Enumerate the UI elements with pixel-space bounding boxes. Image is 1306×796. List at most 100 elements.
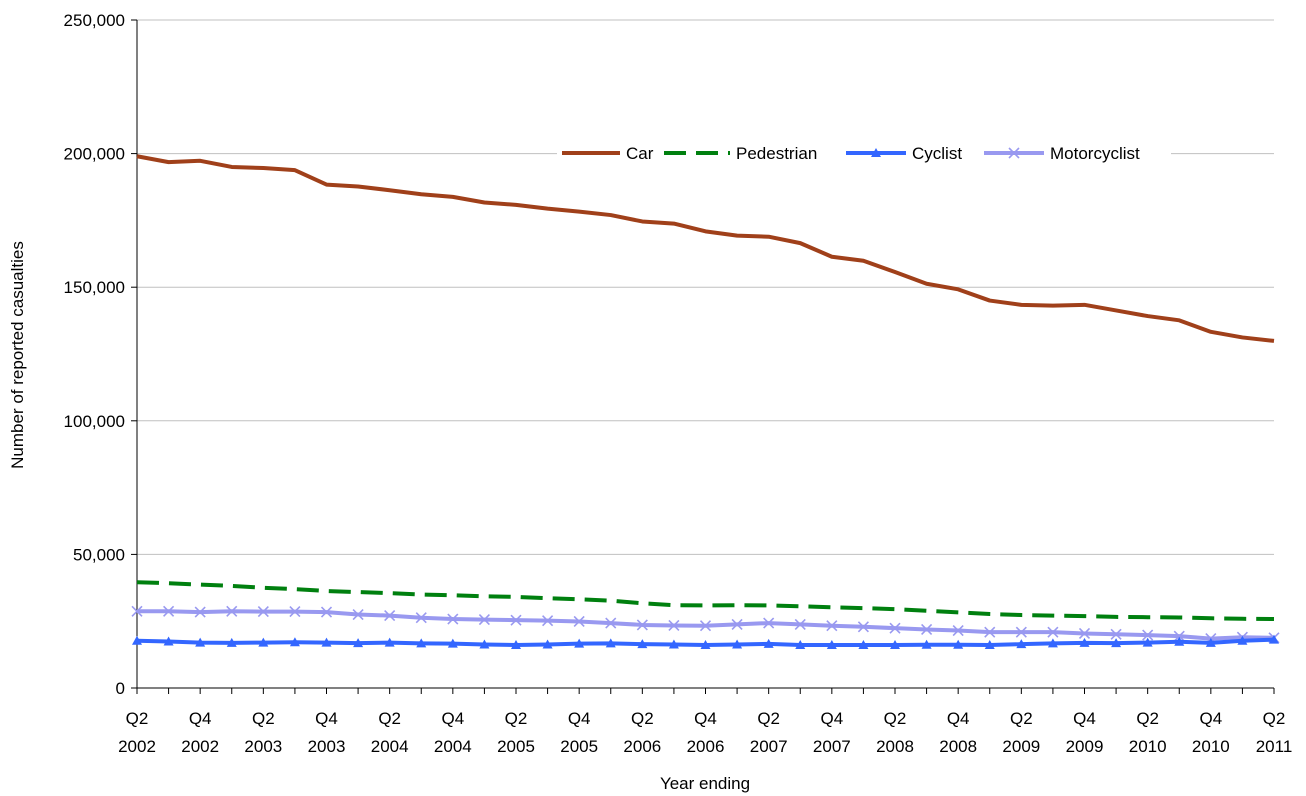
legend-label: Car [626, 144, 654, 163]
point-motorcyclist [699, 620, 712, 632]
point-motorcyclist [1142, 629, 1154, 641]
point-motorcyclist [447, 613, 459, 625]
x-tick-label-quarter: Q2 [1010, 709, 1033, 728]
series-line-pedestrian [136, 580, 1275, 622]
x-tick-label-quarter: Q2 [757, 709, 780, 728]
point-motorcyclist [952, 624, 964, 637]
x-tick-label-quarter: Q2 [1263, 709, 1286, 728]
point-motorcyclist [289, 606, 301, 618]
x-tick-label-year: 2008 [876, 737, 914, 756]
point-motorcyclist [352, 608, 364, 621]
point-cyclist [1079, 637, 1090, 647]
point-cyclist [1016, 639, 1027, 649]
x-tick-label-quarter: Q2 [378, 709, 401, 728]
point-motorcyclist [1015, 626, 1027, 638]
x-tick-label-year: 2011 [1256, 737, 1293, 756]
point-cyclist [1269, 634, 1279, 644]
x-tick-label-year: 2004 [434, 737, 472, 756]
legend-marker [871, 148, 881, 157]
gridlines [137, 19, 1274, 555]
x-tick-label-year: 2006 [687, 737, 725, 756]
point-cyclist [416, 638, 427, 648]
point-motorcyclist [1110, 628, 1122, 640]
series-motorcyclist [131, 605, 1280, 645]
point-motorcyclist [478, 614, 490, 626]
point-cyclist [384, 637, 395, 647]
x-tick-label-quarter: Q4 [694, 709, 717, 728]
point-motorcyclist [668, 619, 680, 632]
point-cyclist [826, 639, 837, 649]
point-cyclist [605, 638, 616, 648]
y-tick-label: 0 [116, 679, 125, 698]
x-tick-label-year: 2010 [1192, 737, 1230, 756]
x-ticks: Q2 2002 Q4 2002 Q2 2003 Q4 2003 Q2 2004 Q4 2004 Q2 20… [118, 688, 1292, 756]
x-tick-label-year: 2005 [560, 737, 598, 756]
x-tick-label-quarter: Q4 [315, 709, 338, 728]
x-tick-label-year: 2009 [1066, 737, 1104, 756]
x-tick-label-quarter: Q4 [820, 709, 843, 728]
point-cyclist [321, 637, 332, 647]
x-tick-label-quarter: Q4 [441, 709, 464, 728]
point-motorcyclist [857, 621, 869, 633]
point-cyclist [953, 639, 964, 649]
x-tick-label-year: 2009 [1002, 737, 1040, 756]
point-motorcyclist [1078, 627, 1091, 640]
point-cyclist [511, 639, 521, 649]
x-tick-label-year: 2010 [1129, 737, 1167, 756]
point-motorcyclist [131, 605, 143, 617]
point-cyclist [1111, 638, 1122, 648]
x-tick-label-year: 2008 [939, 737, 977, 756]
y-tick-label: 100,000 [64, 412, 125, 431]
legend-label: Motorcyclist [1050, 144, 1140, 163]
point-motorcyclist [415, 612, 427, 624]
legend-marker [1008, 147, 1020, 159]
point-motorcyclist [257, 606, 269, 618]
y-tick-label: 50,000 [73, 545, 125, 564]
point-cyclist [289, 637, 300, 647]
y-ticks: 0 50,000 100,000 150,000 200,000 250,000 [64, 11, 137, 698]
x-tick-label-quarter: Q2 [505, 709, 528, 728]
x-axis-title: Year ending [660, 774, 750, 793]
point-motorcyclist [542, 615, 554, 627]
point-cyclist [226, 637, 237, 647]
point-motorcyclist [510, 614, 522, 626]
point-cyclist [732, 639, 743, 649]
point-cyclist [763, 638, 774, 648]
x-tick-label-year: 2007 [813, 737, 851, 756]
point-cyclist [637, 639, 648, 649]
x-tick-label-year: 2005 [497, 737, 535, 756]
legend-item-cyclist: Cyclist [846, 144, 962, 163]
point-cyclist [858, 639, 869, 649]
point-cyclist [984, 639, 995, 649]
point-cyclist [195, 637, 206, 647]
point-motorcyclist [320, 606, 333, 618]
series-car [136, 154, 1275, 343]
x-tick-label-quarter: Q4 [568, 709, 591, 728]
point-motorcyclist [163, 605, 175, 617]
point-cyclist [163, 636, 174, 646]
legend-label: Pedestrian [736, 144, 817, 163]
point-cyclist [1047, 638, 1058, 648]
legend-item-motorcyclist: Motorcyclist [984, 144, 1140, 163]
point-cyclist [1142, 637, 1153, 647]
x-tick-label-year: 2002 [181, 737, 219, 756]
legend: Car Pedestrian Cyclist Motorcyclist [557, 138, 1171, 168]
point-cyclist [921, 639, 932, 649]
axes [136, 20, 1274, 689]
point-cyclist [542, 639, 553, 649]
y-tick-label: 250,000 [64, 11, 125, 30]
x-tick-label-year: 2007 [750, 737, 788, 756]
point-cyclist [890, 639, 900, 649]
x-tick-label-year: 2006 [623, 737, 661, 756]
point-motorcyclist [889, 622, 901, 634]
point-cyclist [700, 639, 711, 649]
point-motorcyclist [605, 617, 617, 629]
series-line-car [136, 154, 1275, 343]
point-motorcyclist [921, 623, 933, 636]
point-cyclist [574, 638, 585, 648]
x-tick-label-quarter: Q2 [631, 709, 654, 728]
point-motorcyclist [731, 618, 743, 630]
point-cyclist [258, 637, 269, 647]
x-tick-label-quarter: Q2 [884, 709, 907, 728]
point-motorcyclist [794, 618, 806, 630]
